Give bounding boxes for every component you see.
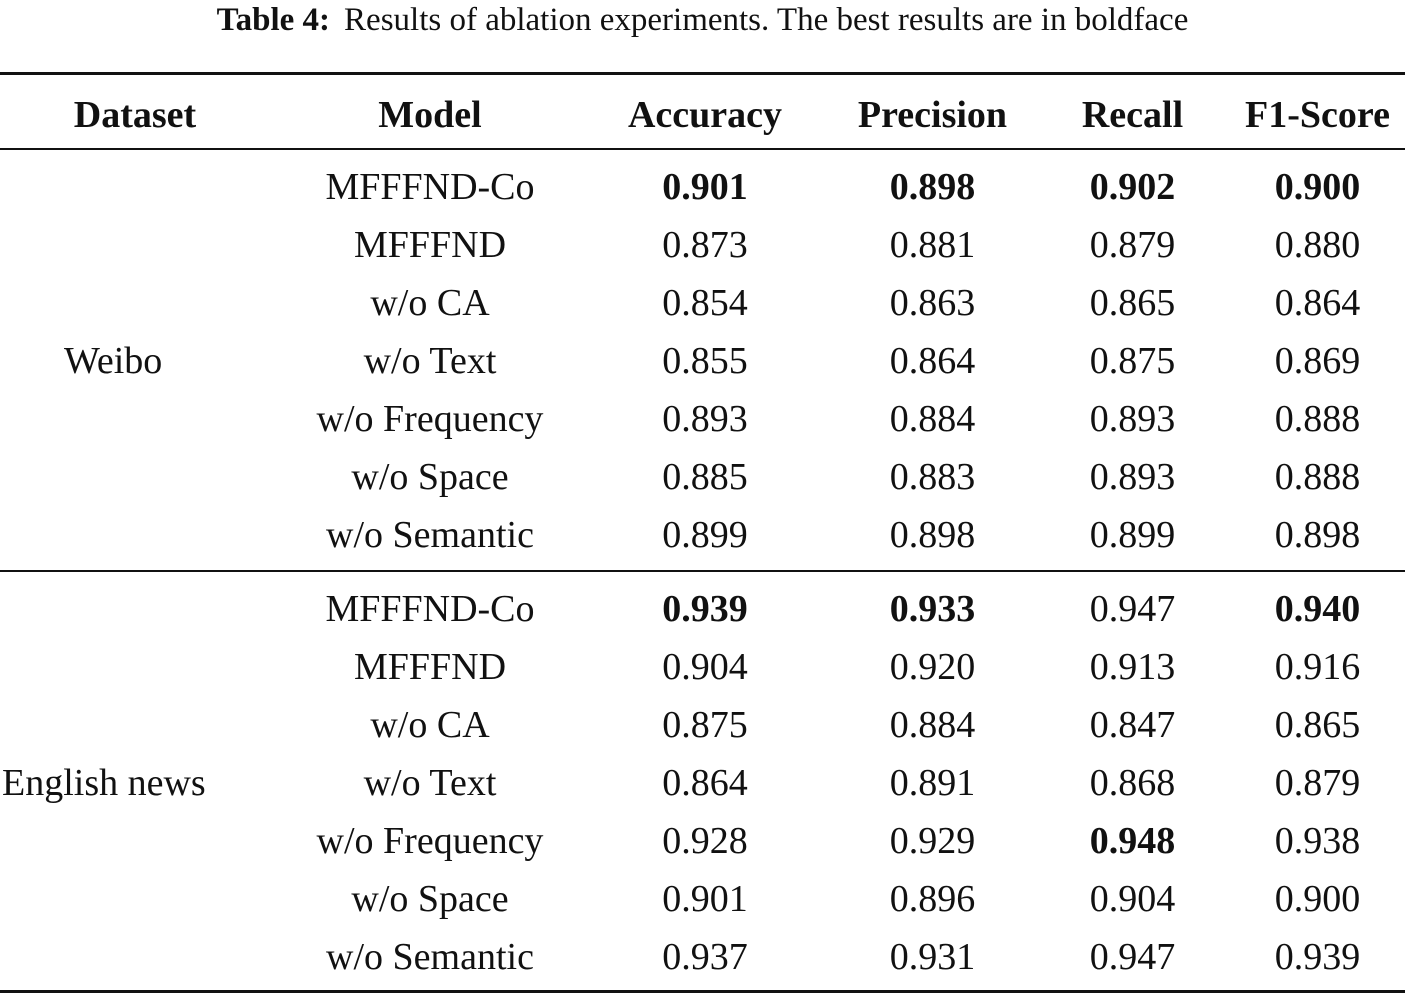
accuracy-cell: 0.937: [662, 936, 748, 978]
header-dataset: Dataset: [73, 94, 197, 136]
f1-score-cell: 0.940: [1274, 588, 1361, 630]
recall-cell: 0.902: [1089, 166, 1176, 208]
accuracy-cell: 0.854: [662, 282, 748, 324]
table-caption: Table 4: Results of ablation experiments.…: [0, 0, 1405, 44]
f1-score-cell: 0.916: [1274, 646, 1361, 688]
model-cell: w/o Frequency: [316, 398, 544, 440]
precision-cell: 0.881: [889, 224, 976, 266]
model-cell: MFFFND-Co: [325, 166, 535, 208]
header-accuracy: Accuracy: [627, 94, 783, 136]
recall-cell: 0.893: [1089, 456, 1176, 498]
recall-cell: 0.904: [1089, 878, 1176, 920]
accuracy-cell: 0.875: [662, 704, 748, 746]
f1-score-cell: 0.864: [1274, 282, 1361, 324]
recall-cell: 0.879: [1089, 224, 1176, 266]
recall-cell: 0.947: [1089, 936, 1176, 978]
model-cell: w/o Semantic: [326, 514, 534, 556]
dataset-cell: English news: [2, 762, 206, 804]
model-cell: w/o Space: [351, 456, 509, 498]
accuracy-cell: 0.904: [662, 646, 748, 688]
f1-score-cell: 0.900: [1274, 166, 1361, 208]
f1-score-cell: 0.939: [1274, 936, 1361, 978]
model-cell: MFFFND: [353, 224, 507, 266]
model-cell: w/o CA: [370, 282, 490, 324]
model-cell: w/o Frequency: [316, 820, 544, 862]
model-cell: w/o Text: [363, 762, 497, 804]
header-precision: Precision: [857, 94, 1008, 136]
table-header-rule: [0, 148, 1405, 150]
precision-cell: 0.896: [889, 878, 976, 920]
model-cell: MFFFND-Co: [325, 588, 535, 630]
dataset-cell: Weibo: [64, 340, 163, 382]
recall-cell: 0.868: [1089, 762, 1176, 804]
f1-score-cell: 0.888: [1274, 398, 1361, 440]
recall-cell: 0.899: [1089, 514, 1176, 556]
precision-cell: 0.920: [889, 646, 976, 688]
header-model: Model: [378, 94, 482, 136]
f1-score-cell: 0.900: [1274, 878, 1361, 920]
accuracy-cell: 0.899: [662, 514, 748, 556]
f1-score-cell: 0.879: [1274, 762, 1361, 804]
recall-cell: 0.913: [1089, 646, 1176, 688]
accuracy-cell: 0.893: [662, 398, 748, 440]
accuracy-cell: 0.901: [662, 166, 748, 208]
model-cell: w/o Space: [351, 878, 509, 920]
f1-score-cell: 0.865: [1274, 704, 1361, 746]
recall-cell: 0.947: [1089, 588, 1176, 630]
header-recall: Recall: [1081, 94, 1184, 136]
caption-text: Results of ablation experiments. The bes…: [344, 2, 1189, 38]
model-cell: MFFFND: [353, 646, 507, 688]
precision-cell: 0.929: [889, 820, 976, 862]
accuracy-cell: 0.928: [662, 820, 748, 862]
recall-cell: 0.865: [1089, 282, 1176, 324]
table-bottom-rule: [0, 990, 1405, 993]
f1-score-cell: 0.869: [1274, 340, 1361, 382]
model-cell: w/o Semantic: [326, 936, 534, 978]
accuracy-cell: 0.885: [662, 456, 748, 498]
model-cell: w/o CA: [370, 704, 490, 746]
accuracy-cell: 0.901: [662, 878, 748, 920]
f1-score-cell: 0.898: [1274, 514, 1361, 556]
accuracy-cell: 0.939: [662, 588, 748, 630]
precision-cell: 0.883: [889, 456, 976, 498]
precision-cell: 0.884: [889, 398, 976, 440]
table-group-rule: [0, 570, 1405, 572]
precision-cell: 0.898: [889, 514, 976, 556]
precision-cell: 0.898: [889, 166, 976, 208]
recall-cell: 0.875: [1089, 340, 1176, 382]
precision-cell: 0.931: [889, 936, 976, 978]
accuracy-cell: 0.855: [662, 340, 748, 382]
precision-cell: 0.891: [889, 762, 976, 804]
recall-cell: 0.847: [1089, 704, 1176, 746]
recall-cell: 0.948: [1089, 820, 1176, 862]
caption-label: Table 4:: [216, 2, 331, 38]
precision-cell: 0.863: [889, 282, 976, 324]
f1-score-cell: 0.938: [1274, 820, 1361, 862]
precision-cell: 0.884: [889, 704, 976, 746]
precision-cell: 0.933: [889, 588, 976, 630]
table-top-rule: [0, 72, 1405, 75]
precision-cell: 0.864: [889, 340, 976, 382]
model-cell: w/o Text: [363, 340, 497, 382]
recall-cell: 0.893: [1089, 398, 1176, 440]
header-f1-score: F1-Score: [1245, 94, 1390, 136]
f1-score-cell: 0.880: [1274, 224, 1361, 266]
accuracy-cell: 0.864: [662, 762, 748, 804]
f1-score-cell: 0.888: [1274, 456, 1361, 498]
accuracy-cell: 0.873: [662, 224, 748, 266]
